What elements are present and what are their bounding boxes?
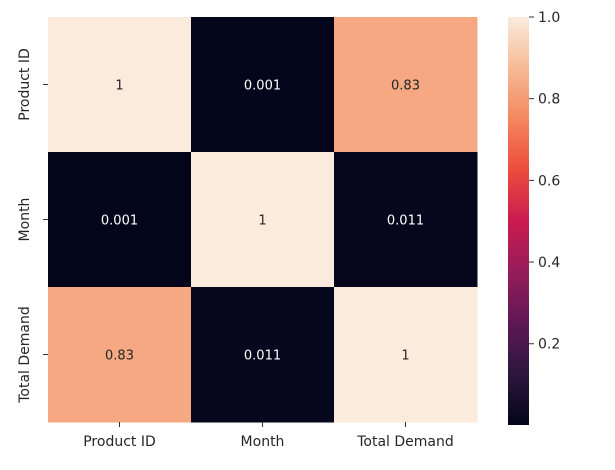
heatmap-cell [191, 152, 335, 288]
cell-annotation: 0.83 [105, 349, 134, 364]
cell-annotation: 1 [258, 214, 266, 229]
y-tick-label: Month [17, 198, 33, 242]
cell-annotations: 1 0.001 0.83 0.001 1 0.011 0.83 0.011 1 [101, 79, 424, 364]
heatmap-cell [334, 152, 478, 288]
cell-annotation: 0.001 [244, 79, 281, 94]
heatmap-cells [48, 17, 478, 423]
heatmap-cell [48, 17, 192, 153]
heatmap-cell [191, 287, 335, 423]
colorbar-tick-label: 0.8 [538, 92, 560, 108]
colorbar-tick-label: 1.0 [538, 10, 560, 26]
colorbar-tick-label: 0.4 [538, 255, 560, 271]
y-tick-label: Total Demand [17, 306, 33, 404]
cell-annotation: 1 [401, 349, 409, 364]
x-tick-label: Month [241, 434, 285, 450]
colorbar-tick-label: 0.2 [538, 337, 560, 353]
colorbar-ticks: 0.2 0.4 0.6 0.8 1.0 [529, 10, 560, 353]
heatmap-cell [334, 287, 478, 423]
y-axis-ticks: Product ID Month Total Demand [17, 48, 48, 404]
x-tick-label: Total Demand [356, 434, 454, 450]
heatmap-cell [191, 17, 335, 153]
heatmap-cell [48, 152, 192, 288]
x-tick-label: Product ID [83, 434, 156, 450]
colorbar [508, 17, 529, 425]
heatmap-cell [334, 17, 478, 153]
colorbar-tick-label: 0.6 [538, 173, 560, 189]
cell-annotation: 0.001 [101, 214, 138, 229]
y-tick-label: Product ID [17, 48, 33, 121]
x-axis-ticks: Product ID Month Total Demand [83, 422, 454, 450]
cell-annotation: 1 [115, 79, 123, 94]
cell-annotation: 0.011 [387, 214, 424, 229]
cell-annotation: 0.011 [244, 349, 281, 364]
cell-annotation: 0.83 [391, 79, 420, 94]
heatmap-cell [48, 287, 192, 423]
